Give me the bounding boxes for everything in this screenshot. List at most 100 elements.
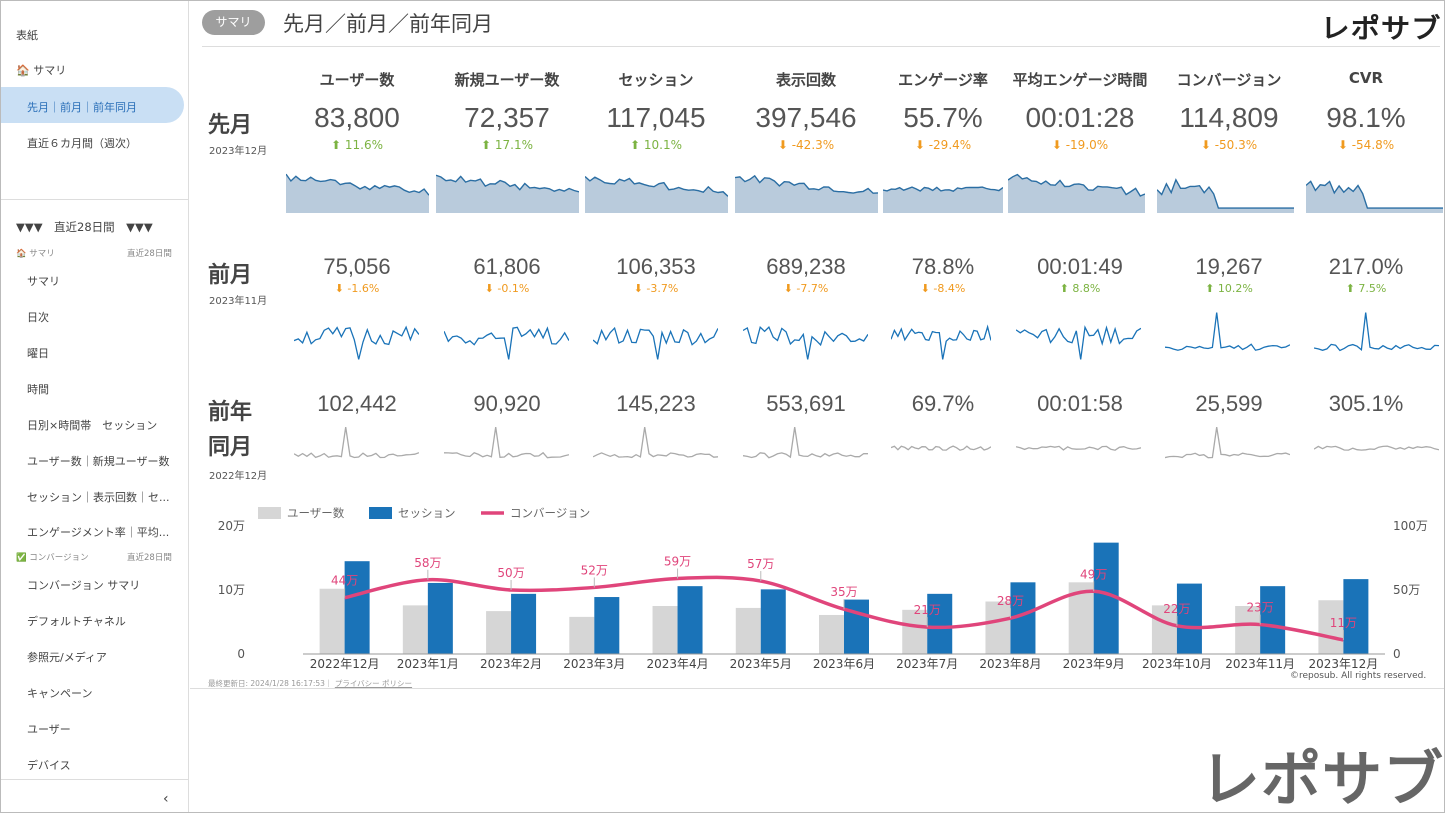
- collapse-sidebar-icon[interactable]: ‹: [163, 791, 169, 807]
- group-label: サマリ: [29, 249, 55, 259]
- delta-prev-month-pageviews: ⬇ -7.7%: [731, 282, 881, 295]
- delta-prev-month-new-users: ⬇ -0.1%: [432, 282, 582, 295]
- value-prev-month-sessions: 106,353: [616, 254, 696, 279]
- sparkline: [593, 326, 718, 360]
- bar-users: [985, 601, 1011, 654]
- sparkline: [883, 186, 1003, 213]
- sparkline: [585, 175, 728, 213]
- bar-sessions: [1343, 579, 1369, 654]
- delta-prev-month-users: ⬇ -1.6%: [282, 282, 432, 295]
- sidebar-item[interactable]: デバイス: [27, 759, 71, 772]
- sparkline: [743, 427, 868, 459]
- main-content: サマリ 先月／前月／前年同月 レポサブ 先月 2023年12月 前月 2023年…: [190, 1, 1444, 813]
- value-prev-month-conversions: 19,267: [1195, 254, 1263, 279]
- sparkline: [891, 324, 991, 360]
- sidebar-item[interactable]: 時間: [27, 383, 49, 396]
- value-prev-year-conversions: 25,599: [1195, 391, 1263, 416]
- bar-sessions: [760, 589, 786, 654]
- bar-sessions: [511, 593, 537, 654]
- row-period: 2023年12月: [209, 146, 268, 157]
- arrow-up-icon: ⬆: [1205, 282, 1215, 295]
- sparkline: [444, 326, 569, 360]
- row-label-prev-year-2: 同月: [208, 435, 253, 460]
- sidebar-item-monthly-compare[interactable]: 先月｜前月｜前年同月: [27, 101, 137, 114]
- value-last-month-engagement-rate: 55.7%: [903, 102, 983, 133]
- sparkline: [1165, 426, 1290, 459]
- arrow-up-icon: ⬆: [629, 138, 641, 152]
- value-last-month-sessions: 117,045: [606, 102, 706, 133]
- copyright: ©reposub. All rights reserved.: [1290, 671, 1427, 681]
- y-left-tick: 10万: [218, 583, 245, 597]
- bar-users: [735, 607, 761, 654]
- sidebar-item[interactable]: 日別×時間帯 セッション: [27, 419, 158, 432]
- group-conversion-label: ✅ コンバージョン: [16, 551, 89, 563]
- x-tick-label: 2023年3月: [563, 657, 625, 671]
- sidebar-item[interactable]: サマリ: [27, 275, 60, 288]
- y-right-tick: 0: [1393, 647, 1401, 661]
- arrow-up-icon: ⬆: [330, 138, 342, 152]
- value-prev-year-new-users: 90,920: [473, 391, 541, 416]
- sparkline: [891, 445, 991, 451]
- delta-text: -3.7%: [646, 282, 679, 295]
- sidebar-item[interactable]: キャンペーン: [27, 687, 93, 700]
- sidebar-item[interactable]: ユーザー数｜新規ユーザー数: [27, 455, 170, 468]
- value-prev-month-engagement-rate: 78.8%: [911, 254, 975, 279]
- metric-header-sessions: セッション: [618, 71, 694, 89]
- sidebar-item-active-bg[interactable]: [1, 87, 184, 123]
- sidebar-item-summary[interactable]: 🏠 サマリ: [16, 62, 66, 78]
- value-last-month-cvr: 98.1%: [1326, 102, 1406, 133]
- sidebar-item-6months[interactable]: 直近６カ月間（週次）: [27, 137, 137, 150]
- sidebar-item[interactable]: 日次: [27, 311, 49, 324]
- x-tick-label: 2023年2月: [480, 657, 542, 671]
- y-right-tick: 100万: [1393, 519, 1428, 533]
- bar-sessions: [344, 561, 370, 654]
- sparkline: [1016, 445, 1141, 451]
- sidebar-item[interactable]: コンバージョン サマリ: [27, 579, 141, 592]
- sparkline: [1008, 173, 1145, 213]
- summary-pill[interactable]: サマリ: [202, 10, 265, 35]
- delta-prev-month-conversions: ⬆ 10.2%: [1154, 282, 1304, 295]
- sidebar-item[interactable]: セッション｜表示回数｜セ...: [27, 491, 170, 504]
- bar-sessions: [427, 582, 453, 654]
- sidebar-item[interactable]: 曜日: [27, 347, 49, 360]
- bar-sessions: [677, 586, 703, 654]
- data-label-conversions: 35万: [830, 585, 857, 599]
- arrow-down-icon: ⬇: [484, 282, 494, 295]
- y-left-tick: 20万: [218, 519, 245, 533]
- sparkline: [1157, 178, 1294, 213]
- sidebar-item[interactable]: エンゲージメント率｜平均...: [27, 526, 170, 539]
- privacy-link[interactable]: プライバシー ポリシー: [334, 679, 413, 688]
- row-period: 2022年12月: [209, 471, 268, 482]
- value-prev-year-cvr: 305.1%: [1328, 391, 1404, 416]
- group-label: コンバージョン: [29, 553, 89, 563]
- sidebar-item[interactable]: デフォルトチャネル: [27, 615, 126, 628]
- sparkline: [1314, 445, 1439, 451]
- legend-label: ユーザー数: [287, 506, 345, 520]
- value-prev-year-pageviews: 553,691: [766, 391, 846, 416]
- sidebar-item-cover[interactable]: 表紙: [16, 29, 38, 42]
- bar-users: [819, 614, 844, 654]
- value-prev-month-cvr: 217.0%: [1328, 254, 1404, 279]
- row-label-prev-month: 前月: [208, 263, 253, 288]
- sidebar-item[interactable]: 参照元/メディア: [27, 651, 107, 664]
- sidebar-item[interactable]: ユーザー: [27, 723, 71, 736]
- value-prev-year-sessions: 145,223: [616, 391, 696, 416]
- arrow-down-icon: ⬇: [920, 282, 930, 295]
- bar-users: [652, 606, 678, 654]
- bar-users: [486, 611, 512, 654]
- sparkline: [294, 325, 419, 360]
- delta-text: 10.2%: [1217, 282, 1253, 295]
- x-tick-label: 2023年6月: [813, 657, 875, 671]
- value-last-month-users: 83,800: [314, 102, 400, 133]
- value-prev-year-engagement-rate: 69.7%: [911, 391, 975, 416]
- delta-prev-month-sessions: ⬇ -3.7%: [581, 282, 731, 295]
- bar-users: [319, 588, 345, 654]
- x-tick-label: 2023年5月: [730, 657, 792, 671]
- delta-text: -0.1%: [497, 282, 530, 295]
- metric-header-cvr: CVR: [1348, 69, 1384, 87]
- data-label-conversions: 11万: [1330, 616, 1357, 630]
- bar-users: [402, 605, 428, 654]
- delta-last-month-sessions: ⬆ 10.1%: [581, 138, 731, 152]
- arrow-up-icon: ⬆: [1345, 282, 1355, 295]
- x-tick-label: 2023年10月: [1142, 657, 1212, 671]
